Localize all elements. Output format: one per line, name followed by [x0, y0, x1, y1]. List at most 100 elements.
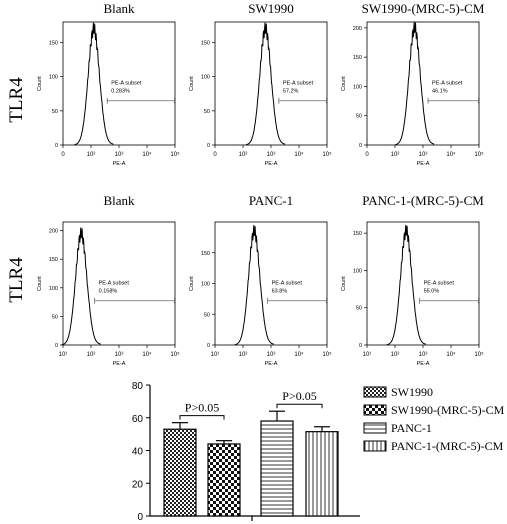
- x-tick-label: 10¹: [59, 352, 68, 358]
- x-tick-label: 10⁵: [474, 351, 484, 358]
- bar-y-tick-label: 0: [137, 512, 143, 523]
- x-tick-label: 10⁵: [322, 151, 332, 158]
- y-tick-label: 100: [49, 286, 58, 292]
- gate-name: PE-A subset: [424, 281, 455, 287]
- gate-name: PE-A subset: [272, 281, 303, 287]
- bar-2: [207, 443, 241, 517]
- gate-name: PE-A subset: [99, 281, 130, 287]
- x-tick-label: 10⁴: [142, 351, 152, 358]
- histogram-panel-1: Blank 0 50 100 150 Count 0 10² 10³ 10⁴ 10⁵ PE-A PE-A…: [37, 1, 180, 167]
- y-tick-label: 150: [201, 41, 210, 47]
- x-axis-label: PE-A: [265, 161, 278, 167]
- histogram-panel-6: PANC-1-(MRC-5)-CM 0 50 100 150 Count 10¹ 10² 10³…: [341, 193, 484, 367]
- bar-y-tick-label: 20: [132, 479, 144, 490]
- histogram-panel-4: Blank 0 50 100 150 200 Count 10¹ 10² 10³ 10⁴ 10⁵ PE-…: [37, 193, 180, 367]
- significance-bracket: [276, 403, 323, 409]
- y-tick-label: 0: [359, 143, 362, 149]
- histogram-panels: Blank 0 50 100 150 Count 0 10² 10³ 10⁴ 10⁵ PE-A PE-A…: [37, 1, 485, 367]
- legend-swatch: [363, 404, 387, 416]
- y-tick-label: 200: [353, 26, 362, 32]
- legend-swatch: [363, 422, 387, 434]
- row-label-top: TLR4: [6, 77, 27, 123]
- bar-4: [305, 431, 339, 517]
- histogram-curve: [234, 225, 274, 346]
- histogram-curve: [386, 224, 426, 346]
- histogram-panel-3: SW1990-(MRC-5)-CM 0 50 100 150 200 Count 0 10² 10…: [341, 1, 485, 167]
- y-tick-label: 100: [49, 75, 58, 81]
- y-tick-label: 50: [356, 306, 362, 312]
- y-tick-label: 150: [49, 257, 58, 263]
- legend-label: SW1990: [391, 385, 433, 399]
- x-tick-label: 10²: [87, 352, 96, 358]
- y-tick-label: 200: [49, 229, 58, 235]
- panel-title: PANC-1: [249, 193, 293, 208]
- histogram-panel-2: SW1990 0 50 100 150 Count 0 10² 10³ 10⁴ 10⁵ PE-A PE-…: [189, 1, 332, 167]
- x-tick-label: 10³: [419, 352, 428, 358]
- significance-label: P>0.05: [185, 401, 219, 415]
- legend-label: SW1990-(MRC-5)-CM: [391, 403, 505, 417]
- x-tick-label: 10³: [115, 152, 124, 158]
- legend-label: PANC-1-(MRC-5)-CM: [391, 439, 504, 453]
- y-tick-label: 0: [55, 343, 58, 349]
- y-tick-label: 0: [359, 343, 362, 349]
- panel-title: PANC-1-(MRC-5)-CM: [362, 193, 484, 208]
- x-axis-label: PE-A: [265, 361, 278, 367]
- x-axis-label: PE-A: [417, 361, 430, 367]
- bar-legend: SW1990 SW1990-(MRC-5)-CM PANC-1 PANC-1-(MRC…: [363, 385, 505, 453]
- panel-title: Blank: [103, 193, 135, 208]
- significance-label: P>0.05: [282, 389, 316, 403]
- x-axis-label: PE-A: [417, 161, 430, 167]
- y-tick-label: 100: [201, 75, 210, 81]
- panel-title: SW1990: [248, 1, 294, 16]
- y-tick-label: 50: [52, 109, 58, 115]
- y-tick-label: 150: [49, 41, 58, 47]
- x-tick-label: 10²: [391, 152, 400, 158]
- y-tick-label: 150: [353, 231, 362, 237]
- y-tick-label: 150: [353, 55, 362, 61]
- legend-label: PANC-1: [391, 421, 432, 435]
- row-label-bottom: TLR4: [6, 257, 27, 303]
- x-tick-label: 10⁴: [446, 151, 456, 158]
- x-tick-label: 10²: [239, 152, 248, 158]
- y-axis-label: Count: [189, 276, 195, 291]
- histogram-panel-5: PANC-1 0 50 100 150 Count 10¹ 10² 10³ 10⁴ 10⁵ PE-A P…: [189, 193, 332, 367]
- gate-value: 46.1%: [432, 89, 448, 95]
- x-tick-label: 10⁴: [294, 151, 304, 158]
- x-tick-label: 10³: [267, 352, 276, 358]
- histogram-curve: [395, 21, 435, 146]
- y-tick-label: 50: [356, 114, 362, 120]
- gate-name: PE-A subset: [283, 81, 314, 87]
- y-axis-label: Count: [37, 76, 43, 91]
- y-tick-label: 0: [55, 143, 58, 149]
- y-tick-label: 100: [353, 84, 362, 90]
- panel-title: SW1990-(MRC-5)-CM: [362, 1, 485, 16]
- bar-3: [260, 420, 294, 517]
- x-tick-label: 10⁴: [294, 351, 304, 358]
- histogram-curve: [74, 22, 114, 146]
- x-tick-label: 0: [61, 152, 65, 158]
- y-axis-label: Count: [37, 276, 43, 291]
- x-tick-label: 10³: [115, 352, 124, 358]
- y-axis-label: Count: [341, 276, 347, 291]
- x-tick-label: 10⁴: [142, 151, 152, 158]
- bar-1: [163, 428, 197, 517]
- y-axis-label: Count: [189, 76, 195, 91]
- legend-swatch: [363, 386, 387, 398]
- histogram-curve: [61, 227, 101, 346]
- legend-swatch: [363, 440, 387, 452]
- bar-y-tick-label: 60: [132, 414, 144, 425]
- gate-value: 57.2%: [283, 89, 299, 95]
- y-tick-label: 150: [201, 251, 210, 257]
- y-tick-label: 100: [353, 268, 362, 274]
- gate-name: PE-A subset: [432, 81, 463, 87]
- x-axis-label: PE-A: [113, 161, 126, 167]
- x-tick-label: 10²: [239, 352, 248, 358]
- x-tick-label: 10³: [267, 152, 276, 158]
- significance-bracket: [179, 415, 225, 420]
- x-tick-label: 10²: [87, 152, 96, 158]
- gate-value: 63.8%: [272, 289, 288, 295]
- y-tick-label: 50: [204, 312, 210, 318]
- x-tick-label: 10⁵: [170, 151, 180, 158]
- x-tick-label: 10³: [419, 152, 428, 158]
- x-tick-label: 10¹: [363, 352, 372, 358]
